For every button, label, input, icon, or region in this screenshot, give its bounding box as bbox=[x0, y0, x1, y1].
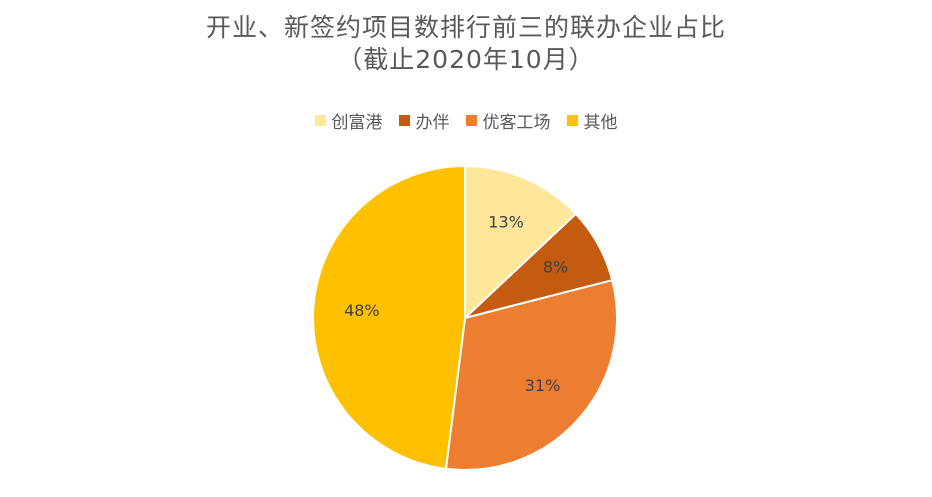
legend-label-1: 办伴 bbox=[415, 113, 450, 133]
legend-label-3: 其他 bbox=[583, 113, 618, 133]
legend-swatch-1 bbox=[398, 115, 410, 126]
legend: 创富港 办伴 优客工场 其他 bbox=[0, 108, 932, 133]
legend-swatch-3 bbox=[566, 115, 578, 126]
legend-item-2: 优客工场 bbox=[465, 108, 551, 133]
pie-slice-0 bbox=[464, 164, 578, 321]
legend-swatch-0 bbox=[314, 115, 326, 126]
legend-label-0: 创富港 bbox=[331, 113, 383, 133]
legend-item-0: 创富港 bbox=[314, 108, 383, 133]
legend-swatch-2 bbox=[465, 115, 477, 126]
data-label-3: 48% bbox=[344, 301, 380, 320]
data-label-1: 8% bbox=[543, 258, 568, 277]
legend-item-3: 其他 bbox=[566, 108, 618, 133]
data-label-0: 13% bbox=[488, 213, 524, 232]
chart-title: 开业、新签约项目数排行前三的联办企业占比 bbox=[205, 13, 726, 42]
chart-subtitle: （截止2020年10月） bbox=[337, 45, 595, 74]
data-label-2: 31% bbox=[525, 376, 561, 395]
chart-title-block: 开业、新签约项目数排行前三的联办企业占比 （截止2020年10月） bbox=[0, 12, 932, 76]
legend-item-1: 办伴 bbox=[398, 108, 450, 133]
pie-slice-2 bbox=[444, 278, 618, 471]
pie-slice-3 bbox=[312, 164, 466, 470]
legend-label-2: 优客工场 bbox=[482, 113, 551, 133]
